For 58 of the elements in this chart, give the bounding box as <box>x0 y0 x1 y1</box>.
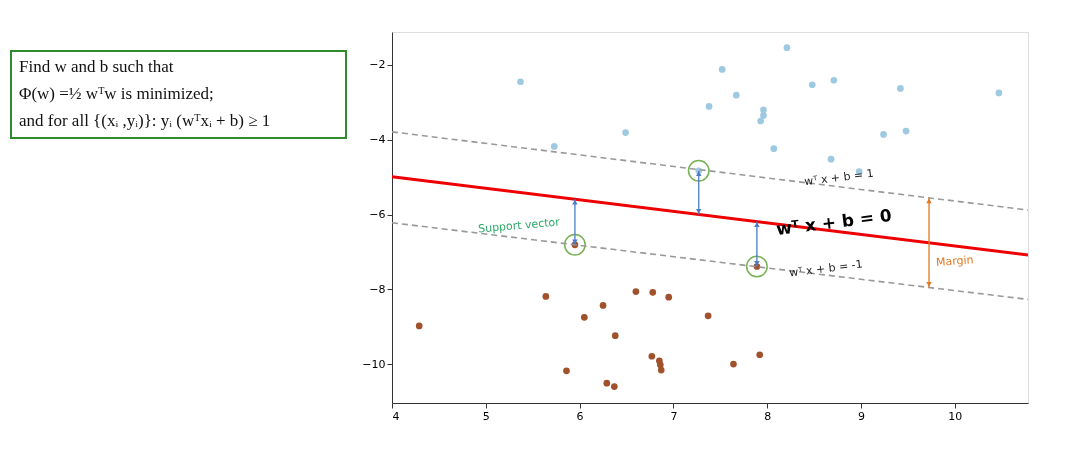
point <box>760 112 767 119</box>
point <box>705 103 713 110</box>
text: Φ(w) =½ wᵀw is minimized; <box>19 84 214 103</box>
point <box>649 288 657 296</box>
point <box>745 255 768 278</box>
x-tick-label: 6 <box>576 409 584 423</box>
point <box>542 293 550 300</box>
annotation: Support vector <box>477 215 561 236</box>
point <box>732 91 740 99</box>
annotation: wᵀ x + b = 0 <box>775 204 893 240</box>
point <box>563 367 570 375</box>
point <box>580 314 588 321</box>
point <box>730 360 737 368</box>
y-tick-label: −4 <box>369 133 386 147</box>
point <box>665 293 673 301</box>
point <box>415 322 423 330</box>
point <box>656 361 664 369</box>
annotation: Margin <box>935 253 974 269</box>
point <box>995 89 1003 97</box>
point <box>704 312 712 320</box>
point <box>897 85 904 92</box>
point <box>902 127 910 135</box>
x-tick-label: 9 <box>858 409 866 423</box>
x-tick-label: 5 <box>482 409 490 423</box>
text: Find w and b such that <box>19 57 174 76</box>
point <box>611 332 619 340</box>
point <box>687 159 710 182</box>
point <box>563 233 586 256</box>
point <box>550 143 558 150</box>
point <box>603 379 611 387</box>
point <box>718 66 726 73</box>
point <box>632 288 640 295</box>
y-tick-label: −10 <box>362 357 386 371</box>
point <box>756 351 764 359</box>
point <box>648 352 656 360</box>
point <box>760 106 767 114</box>
point <box>808 81 816 89</box>
point <box>610 383 618 390</box>
point <box>880 131 887 138</box>
y-tick-label: −2 <box>369 58 386 72</box>
point <box>827 155 835 163</box>
x-tick-label: 10 <box>948 409 963 423</box>
y-tick-label: −8 <box>369 282 386 296</box>
x-tick-label: 8 <box>764 409 772 423</box>
point <box>783 44 791 52</box>
point <box>830 76 838 84</box>
text: and for all {(xᵢ ,yᵢ)}: yᵢ (wᵀxᵢ + b) ≥ 1 <box>19 111 271 130</box>
point <box>770 145 778 153</box>
point <box>599 302 607 309</box>
annotation: wᵀ x + b = -1 <box>788 257 864 280</box>
annotation: wᵀ x + b = 1 <box>803 166 875 189</box>
x-tick-label: 7 <box>670 409 678 423</box>
y-tick-label: −6 <box>369 208 386 222</box>
x-tick-label: 4 <box>392 409 400 423</box>
point <box>517 78 524 86</box>
point <box>657 366 665 374</box>
point <box>757 117 765 125</box>
point <box>622 129 629 136</box>
